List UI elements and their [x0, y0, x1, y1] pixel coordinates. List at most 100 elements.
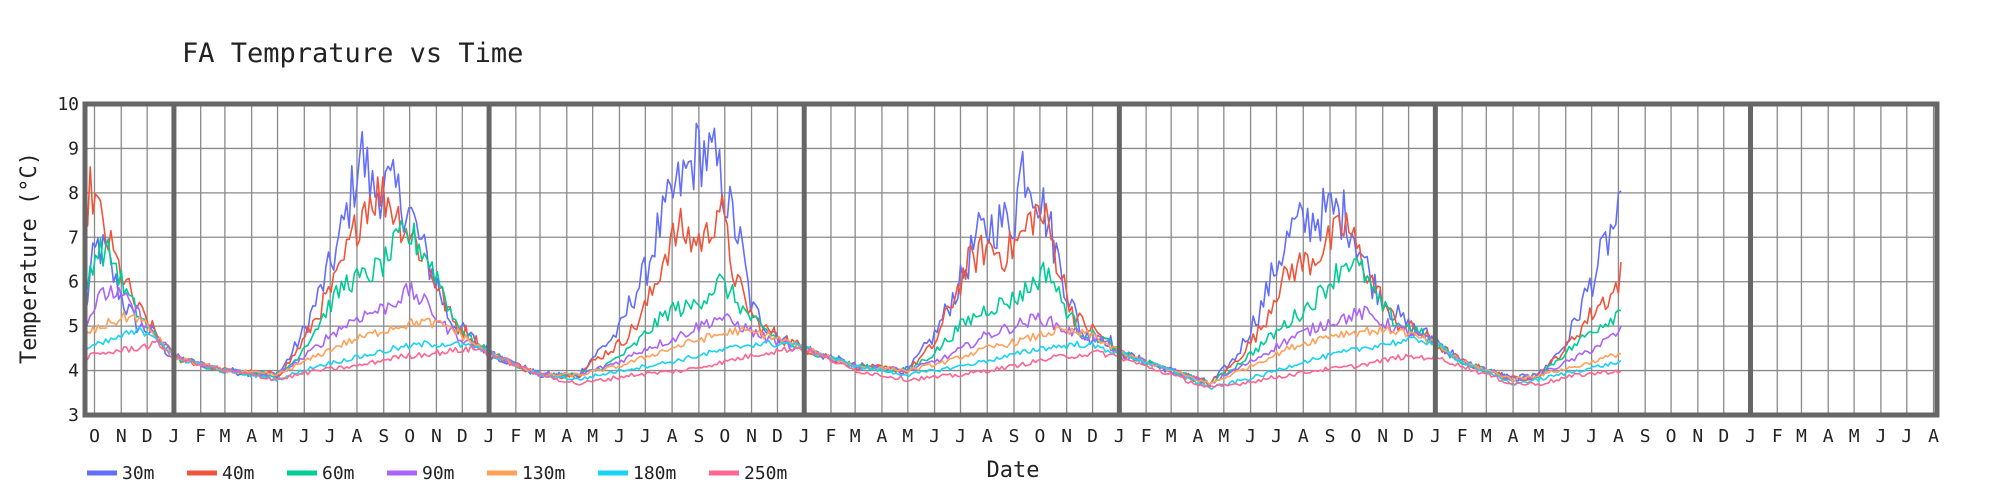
- x-tick-label: M: [219, 426, 230, 447]
- x-tick-label: N: [1377, 426, 1388, 447]
- legend-label: 30m: [122, 463, 155, 484]
- x-tick-label: N: [746, 426, 757, 447]
- x-tick-label: O: [719, 426, 730, 447]
- series-line: [84, 122, 1622, 386]
- x-tick-label: M: [1796, 426, 1807, 447]
- x-tick-label: A: [876, 426, 887, 447]
- legend: 30m 40m 60m 90m 130m 180m 250m: [87, 463, 787, 484]
- x-tick-label: N: [1692, 426, 1703, 447]
- x-tick-label: J: [169, 426, 180, 447]
- x-tick-label: J: [955, 426, 966, 447]
- x-tick-label: D: [457, 426, 468, 447]
- x-tick-label: J: [1430, 426, 1441, 447]
- x-tick-label: M: [535, 426, 546, 447]
- x-tick-label: A: [1928, 426, 1939, 447]
- x-tick-label: F: [1457, 426, 1468, 447]
- x-tick-label: J: [325, 426, 336, 447]
- x-tick-label: F: [195, 426, 206, 447]
- series-line: [84, 326, 1622, 390]
- x-tick-label: N: [431, 426, 442, 447]
- x-tick-label: A: [1193, 426, 1204, 447]
- y-tick-label: 9: [68, 138, 79, 159]
- x-tick-label: J: [1114, 426, 1125, 447]
- y-tick-label: 5: [68, 316, 79, 337]
- legend-label: 40m: [222, 463, 255, 484]
- x-tick-label: S: [1009, 426, 1020, 447]
- x-tick-label: N: [1061, 426, 1072, 447]
- x-tick-label: A: [1508, 426, 1519, 447]
- x-tick-label: D: [1403, 426, 1414, 447]
- x-tick-label: J: [799, 426, 810, 447]
- x-tick-label: D: [1087, 426, 1098, 447]
- x-tick-label: M: [1481, 426, 1492, 447]
- x-tick-label: F: [826, 426, 837, 447]
- x-tick-label: S: [1325, 426, 1336, 447]
- y-tick-labels: 3 4 5 6 7 8 9 10: [57, 94, 79, 426]
- x-tick-label: D: [1718, 426, 1729, 447]
- plot-frame: [82, 101, 1940, 418]
- x-tick-label: S: [693, 426, 704, 447]
- x-tick-label: A: [352, 426, 363, 447]
- legend-label: 60m: [322, 463, 355, 484]
- x-tick-label: M: [1849, 426, 1860, 447]
- x-tick-label: J: [1745, 426, 1756, 447]
- x-tick-label: M: [1166, 426, 1177, 447]
- y-tick-label: 4: [68, 361, 79, 382]
- x-tick-label: A: [246, 426, 257, 447]
- x-tick-label: A: [1298, 426, 1309, 447]
- legend-label: 250m: [744, 463, 787, 484]
- y-axis-label: Temperature (°C): [17, 152, 42, 364]
- x-tick-label: N: [116, 426, 127, 447]
- x-tick-label: M: [587, 426, 598, 447]
- x-tick-label: J: [1901, 426, 1912, 447]
- x-tick-label: D: [142, 426, 153, 447]
- x-tick-label: M: [902, 426, 913, 447]
- x-tick-label: J: [484, 426, 495, 447]
- x-tick-label: J: [1271, 426, 1282, 447]
- x-tick-label: M: [272, 426, 283, 447]
- x-tick-label: F: [1772, 426, 1783, 447]
- x-tick-label: O: [1035, 426, 1046, 447]
- legend-label: 180m: [633, 463, 676, 484]
- x-tick-label: J: [640, 426, 651, 447]
- x-tick-label: O: [1666, 426, 1677, 447]
- x-tick-label: F: [510, 426, 521, 447]
- plot-border: [82, 101, 1940, 418]
- legend-label: 130m: [522, 463, 565, 484]
- x-tick-label: S: [1640, 426, 1651, 447]
- x-tick-label: J: [1245, 426, 1256, 447]
- x-tick-label: A: [1613, 426, 1624, 447]
- y-tick-label: 8: [68, 183, 79, 204]
- x-tick-label: A: [1823, 426, 1834, 447]
- series-lines: [84, 122, 1622, 390]
- x-tick-label: O: [404, 426, 415, 447]
- x-tick-label: J: [299, 426, 310, 447]
- x-tick-label: F: [1141, 426, 1152, 447]
- x-tick-label: D: [772, 426, 783, 447]
- x-tick-label: J: [1875, 426, 1886, 447]
- chart-title: FA Temprature vs Time: [182, 38, 523, 69]
- x-tick-label: A: [561, 426, 572, 447]
- x-tick-label: J: [1586, 426, 1597, 447]
- x-axis-label: Date: [987, 458, 1040, 483]
- x-tick-label: J: [614, 426, 625, 447]
- x-tick-label: M: [1534, 426, 1545, 447]
- x-tick-label: S: [378, 426, 389, 447]
- y-tick-label: 6: [68, 272, 79, 293]
- x-tick-label: J: [929, 426, 940, 447]
- x-tick-label: J: [1560, 426, 1571, 447]
- y-tick-label: 3: [68, 405, 79, 426]
- x-tick-label: M: [850, 426, 861, 447]
- series-line: [84, 339, 1622, 388]
- legend-label: 90m: [422, 463, 455, 484]
- x-tick-label: A: [982, 426, 993, 447]
- x-tick-label: O: [1351, 426, 1362, 447]
- y-tick-label: 7: [68, 227, 79, 248]
- y-tick-label: 10: [57, 94, 79, 115]
- x-tick-label: O: [89, 426, 100, 447]
- x-tick-label: M: [1218, 426, 1229, 447]
